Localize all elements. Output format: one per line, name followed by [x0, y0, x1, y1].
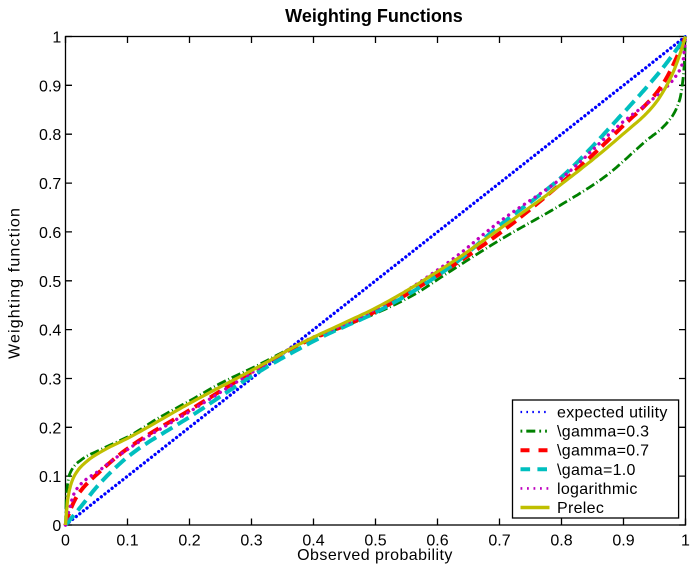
svg-text:Observed probability: Observed probability [297, 547, 453, 564]
svg-text:1: 1 [52, 30, 61, 47]
svg-text:1: 1 [681, 533, 690, 550]
svg-text:0.7: 0.7 [39, 176, 61, 193]
svg-text:0.5: 0.5 [39, 274, 61, 291]
svg-text:0.8: 0.8 [550, 533, 572, 550]
svg-text:0.9: 0.9 [612, 533, 634, 550]
svg-text:\gama=1.0: \gama=1.0 [557, 462, 636, 479]
svg-text:0.2: 0.2 [39, 420, 61, 437]
svg-text:0.3: 0.3 [240, 533, 262, 550]
svg-text:logarithmic: logarithmic [557, 481, 638, 498]
svg-text:\gamma=0.3: \gamma=0.3 [557, 424, 649, 441]
svg-text:0.6: 0.6 [39, 225, 61, 242]
svg-text:Prelec: Prelec [557, 500, 604, 517]
svg-text:0.1: 0.1 [39, 469, 61, 486]
svg-text:0: 0 [61, 533, 70, 550]
svg-text:0.4: 0.4 [302, 533, 324, 550]
svg-text:0.5: 0.5 [364, 533, 386, 550]
svg-text:\gamma=0.7: \gamma=0.7 [557, 443, 649, 460]
svg-text:0.6: 0.6 [426, 533, 448, 550]
svg-text:0.9: 0.9 [39, 78, 61, 95]
svg-text:0.2: 0.2 [178, 533, 200, 550]
svg-text:Weighting function: Weighting function [7, 207, 24, 359]
svg-text:0.8: 0.8 [39, 127, 61, 144]
svg-text:0.4: 0.4 [39, 323, 61, 340]
svg-text:0: 0 [52, 518, 61, 535]
svg-text:0.7: 0.7 [488, 533, 510, 550]
svg-text:0.1: 0.1 [116, 533, 138, 550]
svg-text:0.3: 0.3 [39, 372, 61, 389]
svg-text:Weighting Functions: Weighting Functions [285, 6, 463, 26]
svg-text:expected utility: expected utility [557, 405, 668, 422]
